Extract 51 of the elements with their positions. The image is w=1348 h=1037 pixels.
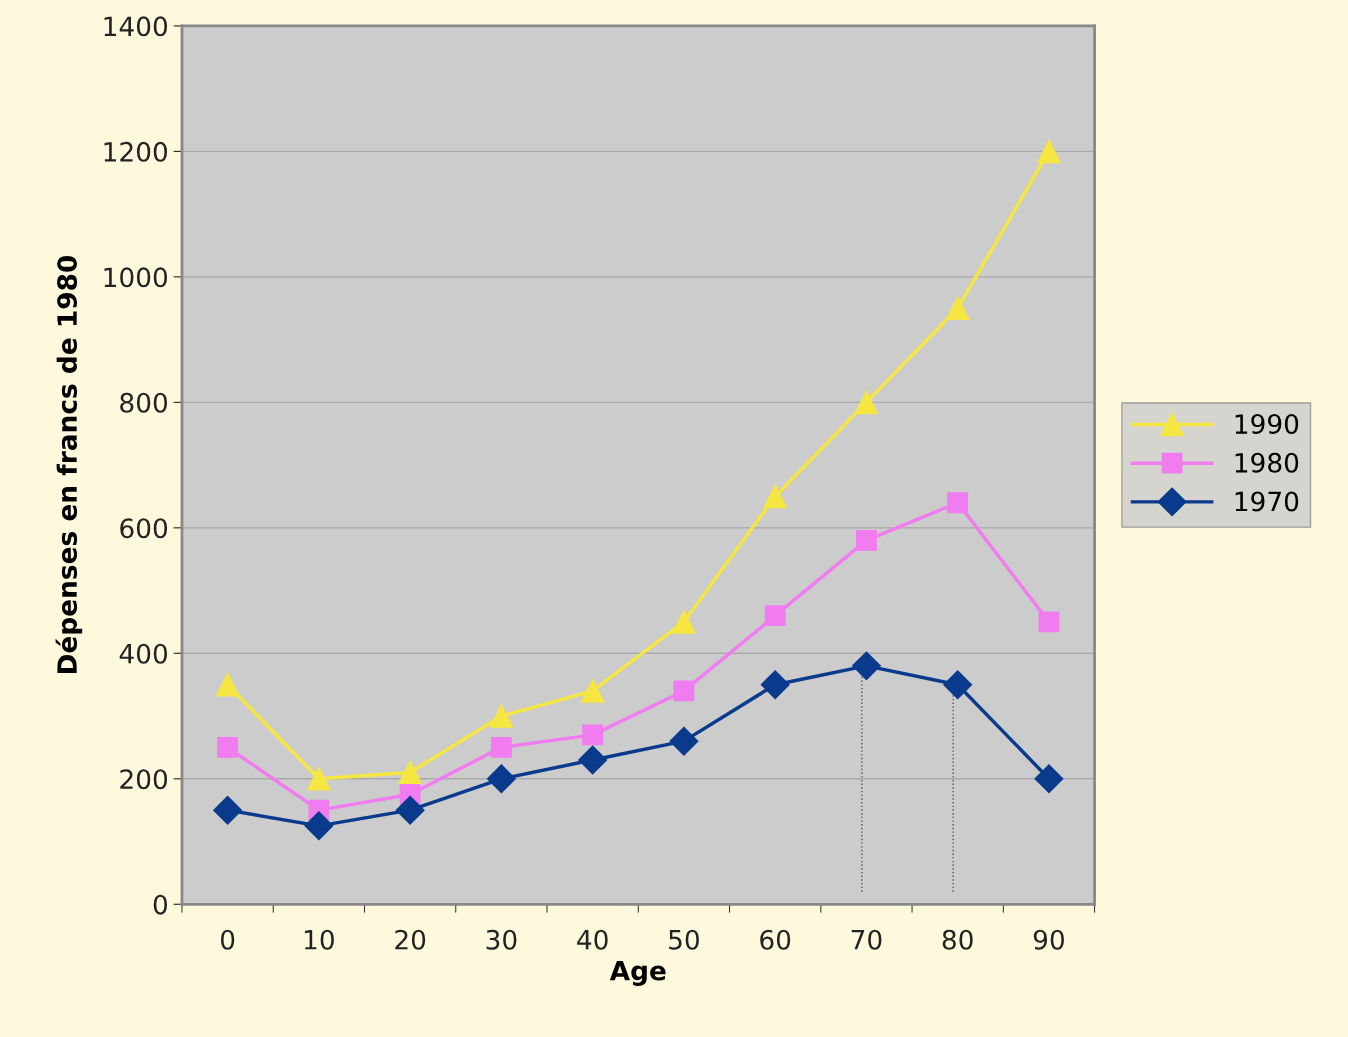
point: [217, 737, 239, 758]
point: [1034, 764, 1064, 794]
point: [943, 670, 973, 700]
legend-label: 1980: [1235, 452, 1299, 473]
y-tick-label: 400: [119, 643, 168, 664]
x-tick-label: 60: [760, 929, 791, 950]
point: [945, 296, 970, 321]
point: [856, 529, 877, 551]
point: [851, 651, 881, 681]
point: [582, 724, 604, 746]
point: [578, 745, 608, 775]
point: [215, 672, 240, 697]
point: [673, 680, 695, 702]
point: [490, 737, 512, 758]
point: [395, 795, 425, 825]
x-tick-label: 0: [220, 929, 235, 950]
point: [760, 670, 790, 700]
point: [398, 760, 422, 785]
y-axis-title: Dépenses en francs de 1980: [55, 255, 83, 674]
x-tick-label: 30: [486, 929, 517, 950]
y-tick-label: 0: [153, 894, 168, 915]
x-tick-label: 70: [851, 929, 882, 950]
point: [307, 766, 331, 791]
y-tick-label: 800: [120, 392, 168, 413]
point: [489, 704, 514, 728]
point: [669, 726, 699, 756]
point: [764, 605, 786, 627]
point: [304, 811, 334, 841]
y-tick-label: 600: [120, 518, 168, 539]
x-axis-title: Age: [609, 960, 666, 986]
point: [1038, 611, 1060, 633]
point: [672, 610, 696, 634]
y-tick-label: 1000: [104, 267, 168, 288]
point: [947, 492, 969, 514]
legend-label: 1990: [1235, 414, 1299, 435]
y-tick-label: 200: [120, 769, 168, 790]
x-tick-label: 80: [942, 929, 973, 950]
y-tick-label: 1400: [104, 16, 168, 37]
x-tick-label: 90: [1033, 929, 1064, 950]
x-tick-label: 20: [395, 929, 426, 950]
x-tick-label: 50: [669, 929, 699, 950]
point: [854, 390, 879, 415]
point: [580, 679, 605, 703]
point: [486, 764, 516, 794]
point: [213, 795, 243, 825]
y-tick-label: 1200: [104, 141, 168, 162]
x-tick-label: 40: [577, 929, 608, 950]
legend-label: 1970: [1235, 491, 1299, 512]
point: [763, 484, 787, 509]
x-tick-label: 10: [304, 929, 334, 950]
point: [1037, 139, 1061, 164]
